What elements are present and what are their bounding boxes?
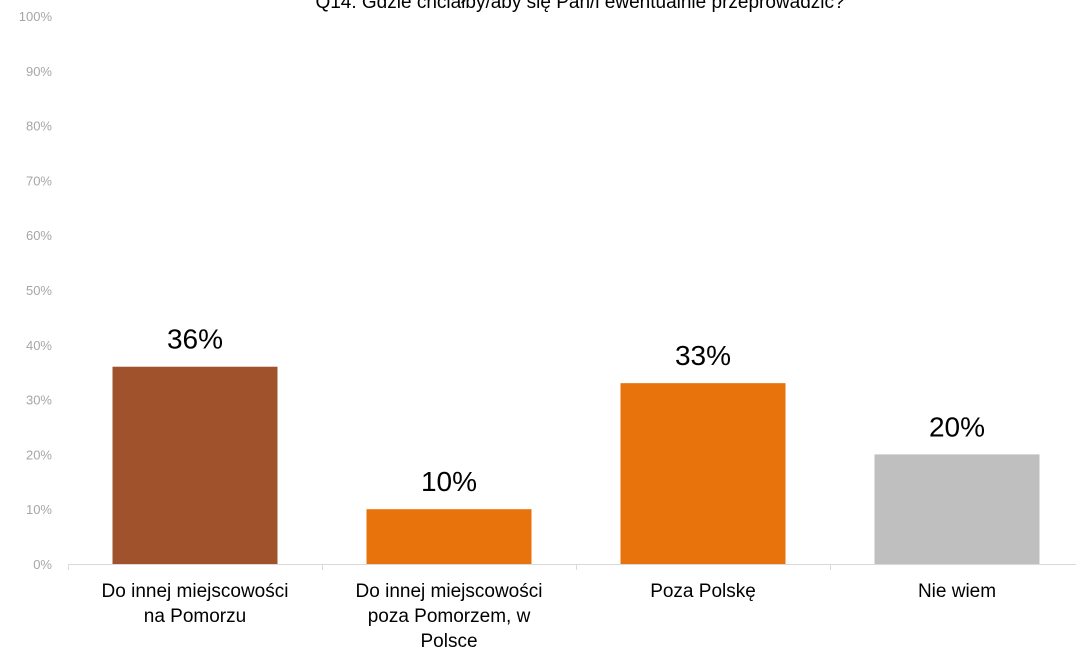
- y-tick-label: 70%: [26, 173, 52, 188]
- x-tick-label: Do innej miejscowości poza Pomorzem, w Pol…: [356, 581, 543, 652]
- y-tick-label: 40%: [26, 338, 52, 353]
- y-tick-label: 30%: [26, 393, 52, 408]
- y-tick-label: 0%: [33, 557, 52, 572]
- bar: [621, 383, 786, 564]
- y-tick-label: 50%: [26, 283, 52, 298]
- bar: [875, 454, 1040, 564]
- data-label: 20%: [929, 411, 985, 442]
- y-tick-label: 80%: [26, 119, 52, 134]
- y-tick-label: 20%: [26, 447, 52, 462]
- chart-title: Q14. Gdzie chciałby/aby się Pan/i ewentu…: [315, 0, 844, 13]
- bars: [113, 367, 1040, 564]
- data-label: 33%: [675, 340, 731, 371]
- bar: [113, 367, 278, 564]
- y-axis: 0% 10% 20% 30% 40% 50% 60% 70% 80% 90% 100%: [19, 9, 53, 572]
- y-tick-label: 10%: [26, 502, 52, 517]
- x-tick-label: Poza Polskę: [650, 581, 756, 602]
- data-label: 36%: [167, 324, 223, 355]
- bar: [367, 509, 532, 564]
- y-tick-label: 100%: [19, 9, 53, 24]
- x-axis: Do innej miejscowości na Pomorzu Do innej …: [68, 564, 1076, 652]
- y-tick-label: 60%: [26, 228, 52, 243]
- data-label: 10%: [421, 466, 477, 497]
- y-tick-label: 90%: [26, 64, 52, 79]
- data-labels: 36% 10% 33% 20%: [167, 324, 985, 497]
- x-tick-label: Do innej miejscowości na Pomorzu: [102, 581, 289, 627]
- x-tick-label: Nie wiem: [918, 581, 996, 602]
